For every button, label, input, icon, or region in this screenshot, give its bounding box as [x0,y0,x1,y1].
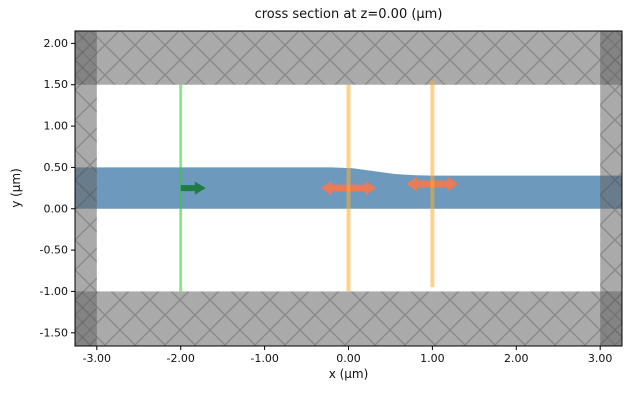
x-tick-label: 2.00 [504,352,529,365]
y-tick-label: -1.50 [40,326,68,339]
x-tick-label: -2.00 [166,352,194,365]
x-tick-label: -1.00 [250,352,278,365]
y-tick-label: 1.00 [44,120,69,133]
x-tick-label: -3.00 [83,352,111,365]
x-tick-label: 0.00 [336,352,361,365]
y-tick-label: -0.50 [40,244,68,257]
y-tick-label: -1.00 [40,285,68,298]
plot-title: cross section at z=0.00 (μm) [254,7,443,22]
y-tick-label: 0.50 [44,161,69,174]
pml-region-top [75,31,622,85]
y-tick-label: 2.00 [44,37,69,50]
y-tick-label: 1.50 [44,78,69,91]
mode-monitor [406,80,459,288]
pml-region-left [75,31,97,346]
pml-region-bottom [75,291,622,346]
mode-monitor [320,84,377,292]
x-tick-label: 3.00 [588,352,613,365]
x-tick-label: 1.00 [420,352,445,365]
x-axis-label: x (μm) [328,367,369,381]
pml-region-right [600,31,622,346]
source-arrow [180,181,206,195]
y-tick-label: 0.00 [44,202,69,215]
mode-source [179,84,206,292]
y-axis-label: y (μm) [9,168,23,208]
